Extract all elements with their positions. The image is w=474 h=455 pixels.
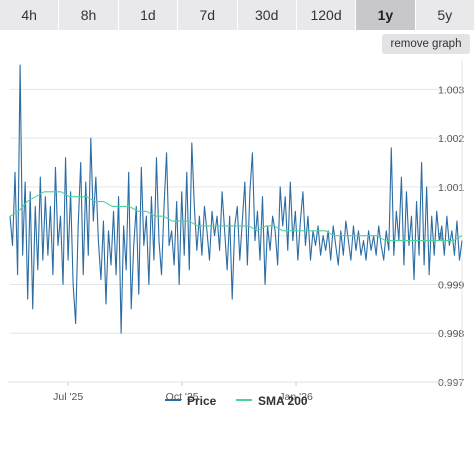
remove-graph-button[interactable]: remove graph bbox=[382, 34, 470, 54]
tab-120d[interactable]: 120d bbox=[296, 0, 357, 30]
sma-200-line bbox=[9, 191, 463, 242]
tab-5y[interactable]: 5y bbox=[415, 0, 474, 30]
time-range-tabs: 4h 8h 1d 7d 30d 120d 1y 5y bbox=[0, 0, 474, 30]
y-tick-label: 1.003 bbox=[438, 84, 464, 96]
tab-1y[interactable]: 1y bbox=[356, 0, 416, 30]
legend-sma-200-label: SMA 200 bbox=[258, 394, 308, 408]
tab-8h[interactable]: 8h bbox=[59, 0, 119, 30]
tab-30d[interactable]: 30d bbox=[237, 0, 297, 30]
y-tick-label: 1.002 bbox=[438, 133, 464, 145]
y-tick-label: 1.001 bbox=[438, 182, 464, 194]
tab-7d[interactable]: 7d bbox=[178, 0, 238, 30]
x-tick-label: Jan '26 bbox=[279, 391, 313, 403]
y-tick-label: 0.997 bbox=[438, 377, 464, 389]
tab-1d[interactable]: 1d bbox=[118, 0, 179, 30]
x-tick-label: Jul '25 bbox=[53, 391, 83, 403]
y-tick-label: 0.998 bbox=[438, 328, 464, 340]
y-tick-label: 0.999 bbox=[438, 279, 464, 291]
tab-4h[interactable]: 4h bbox=[0, 0, 60, 30]
legend-price-label: Price bbox=[187, 394, 217, 408]
y-tick-label: 1 bbox=[438, 231, 444, 243]
price-line bbox=[9, 64, 463, 334]
